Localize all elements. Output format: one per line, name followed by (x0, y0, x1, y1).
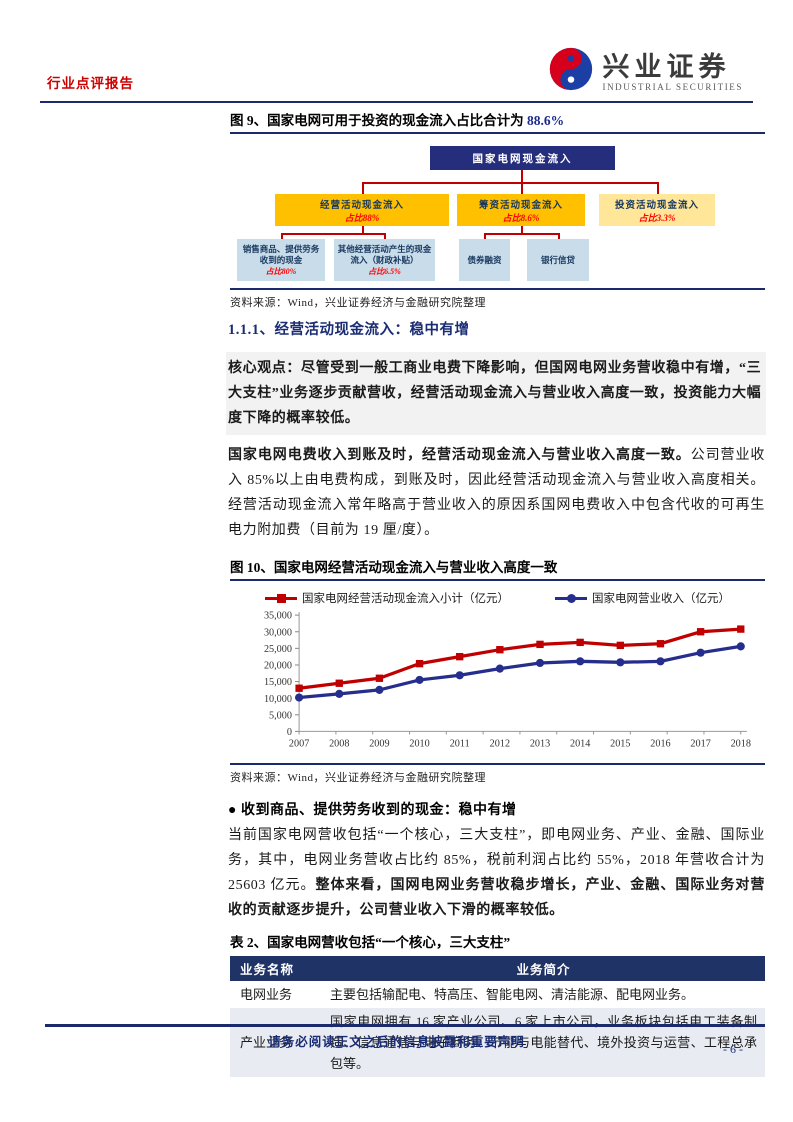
figure10-title: 图 10、国家电网经营活动现金流入与营业收入高度一致 (230, 556, 765, 581)
diagram-financing-box: 筹资活动现金流入 占比8.6% (457, 194, 585, 226)
figure10-bottom-divider (230, 763, 765, 765)
business-name-cell: 产业业务 (240, 1035, 293, 1050)
svg-text:2017: 2017 (690, 739, 710, 750)
svg-text:2015: 2015 (610, 739, 630, 750)
connector-line (521, 182, 523, 194)
svg-text:2016: 2016 (650, 739, 670, 750)
svg-text:35,000: 35,000 (263, 611, 291, 622)
cash-inflow-diagram: 国家电网现金流入 经营活动现金流入 占比88% 筹资活动现金流入 占比8.6% … (230, 140, 765, 286)
diagram-bank-credit-box: 银行信贷 (527, 239, 589, 281)
figure9-title-percentage: 88.6% (527, 113, 565, 128)
figure10-source: 资料来源：Wind，兴业证券经济与金融研究院整理 (230, 772, 486, 784)
business-desc-cell: 主要包括输配电、特高压、智能电网、清洁能源、配电网业务。 (330, 987, 695, 1002)
business-table: 业务名称 业务简介 电网业务 主要包括输配电、特高压、智能电网、清洁能源、配电网… (230, 956, 765, 1077)
svg-text:2008: 2008 (329, 739, 349, 750)
table2-block: 表 2、国家电网营收包括“一个核心，三大支柱” 业务名称 业务简介 电网业务 主… (230, 931, 765, 1077)
connector-line (521, 226, 523, 233)
svg-text:30,000: 30,000 (263, 627, 291, 638)
header-divider (40, 101, 753, 103)
svg-text:2011: 2011 (449, 739, 469, 750)
figure10-chart: 0 5,000 10,000 15,000 20,000 25,000 30,000 35,0… (230, 608, 765, 761)
svg-text:5,000: 5,000 (269, 710, 292, 721)
connector-line (362, 182, 658, 184)
figure10-legend: 国家电网经营活动现金流入小计（亿元） 国家电网营业收入（亿元） (230, 590, 765, 606)
diagram-investing-box: 投资活动现金流入 占比3.3% (599, 194, 715, 226)
connector-line (281, 233, 385, 235)
bullet-heading: ● 收到商品、提供劳务收到的现金：稳中有增 (228, 803, 517, 818)
table-row: 电网业务 主要包括输配电、特高压、智能电网、清洁能源、配电网业务。 (230, 981, 765, 1008)
figure10-chart-svg: 0 5,000 10,000 15,000 20,000 25,000 30,000 35,0… (263, 611, 750, 750)
table-header-row: 业务名称 业务简介 (230, 956, 765, 981)
body-paragraph-2: 当前国家电网营收包括“一个核心，三大支柱”，即电网业务、产业、金融、国际业务，其… (228, 828, 766, 918)
figure9-source: 资料来源：Wind，兴业证券经济与金融研究院整理 (230, 297, 486, 309)
svg-text:15,000: 15,000 (263, 677, 291, 688)
table-row: 产业业务 国家电网拥有 16 家产业公司、6 家上市公司，业务板块包括电工装备制… (230, 1008, 765, 1077)
svg-text:0: 0 (286, 727, 291, 738)
diagram-root-box: 国家电网现金流入 (430, 146, 615, 170)
connector-line (362, 226, 364, 233)
diagram-bond-financing-box: 债券融资 (459, 239, 510, 281)
page-number: - 6 - (723, 1042, 743, 1056)
body-paragraph-1: 国家电网电费收入到账及时，经营活动现金流入与营业收入高度一致。公司营业收入 85… (228, 448, 765, 538)
figure9-title: 图 9、国家电网可用于投资的现金流入占比合计为 88.6% (230, 109, 765, 134)
figure9-bottom-divider (230, 288, 765, 290)
business-name-cell: 电网业务 (240, 987, 293, 1002)
svg-text:25,000: 25,000 (263, 644, 291, 655)
svg-text:2012: 2012 (489, 739, 509, 750)
connector-line (362, 182, 364, 194)
connector-line (657, 182, 659, 194)
svg-text:2013: 2013 (529, 739, 549, 750)
table2-title: 表 2、国家电网营收包括“一个核心，三大支柱” (230, 935, 511, 950)
svg-text:2018: 2018 (730, 739, 750, 750)
diagram-other-operating-box: 其他经营活动产生的现金流入（财政补贴） 占比6.5% (334, 239, 435, 281)
connector-line (281, 233, 283, 239)
core-view-paragraph: 核心观点：尽管受到一般工商业电费下降影响，但国网电网业务营收稳中有增，“三大支柱… (226, 352, 766, 435)
column-header-business-desc: 业务简介 (322, 956, 765, 981)
footer-divider (45, 1024, 765, 1027)
svg-text:10,000: 10,000 (263, 694, 291, 705)
svg-text:20,000: 20,000 (263, 661, 291, 672)
connector-line (484, 233, 558, 235)
svg-text:2009: 2009 (369, 739, 389, 750)
red-square-series-icon (265, 593, 297, 603)
figure9-block: 图 9、国家电网可用于投资的现金流入占比合计为 88.6% 国家电网现金流入 经… (230, 109, 765, 310)
brand-swirl-icon (548, 46, 594, 97)
connector-line (484, 233, 486, 239)
footer-disclaimer: 请务必阅读正文之后的信息披露和重要声明 (268, 1035, 525, 1049)
report-type-label: 行业点评报告 (47, 76, 134, 91)
svg-text:2007: 2007 (288, 739, 308, 750)
column-header-business-name: 业务名称 (230, 956, 322, 981)
blue-circle-series-icon (555, 593, 587, 603)
connector-line (558, 233, 560, 239)
legend-item-revenue: 国家电网营业收入（亿元） (555, 590, 730, 606)
figure10-block: 图 10、国家电网经营活动现金流入与营业收入高度一致 国家电网经营活动现金流入小… (230, 556, 765, 785)
brand-name-en: INDUSTRIAL SECURITIES (602, 81, 743, 92)
legend-item-operating-cash: 国家电网经营活动现金流入小计（亿元） (265, 590, 509, 606)
brand-logo: 兴业证券 INDUSTRIAL SECURITIES (548, 46, 743, 97)
diagram-operating-box: 经营活动现金流入 占比88% (275, 194, 449, 226)
svg-text:2010: 2010 (409, 739, 429, 750)
svg-text:2014: 2014 (569, 739, 589, 750)
connector-line (521, 170, 523, 182)
connector-line (384, 233, 386, 239)
section-heading-111: 1.1.1、经营活动现金流入：稳中有增 (228, 322, 470, 338)
diagram-sales-cash-box: 销售商品、提供劳务收到的现金 占比80% (237, 239, 325, 281)
brand-name-cn: 兴业证券 (602, 51, 731, 82)
